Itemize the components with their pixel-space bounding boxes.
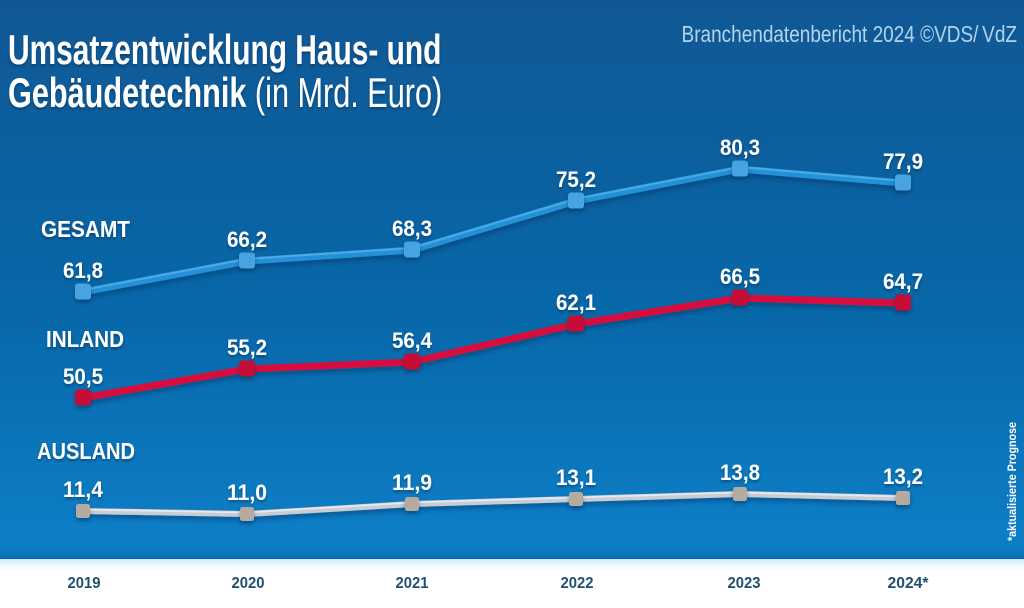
svg-text:11,4: 11,4 xyxy=(63,477,104,502)
svg-text:66,5: 66,5 xyxy=(720,264,760,289)
svg-text:68,3: 68,3 xyxy=(392,216,432,241)
svg-text:80,3: 80,3 xyxy=(720,135,760,160)
svg-text:61,8: 61,8 xyxy=(63,258,103,283)
svg-text:Branchendatenbericht 2024 ©VDS: Branchendatenbericht 2024 ©VDS/ VdZ xyxy=(682,22,1018,47)
svg-text:62,1: 62,1 xyxy=(556,290,596,315)
svg-text:50,5: 50,5 xyxy=(63,364,103,389)
svg-text:*aktualisierte Prognose: *aktualisierte Prognose xyxy=(1007,422,1019,541)
svg-text:13,2: 13,2 xyxy=(883,464,923,489)
svg-text:Gebäudetechnik (in Mrd. Euro): Gebäudetechnik (in Mrd. Euro) xyxy=(8,69,442,116)
svg-text:64,7: 64,7 xyxy=(883,269,923,294)
svg-text:2022: 2022 xyxy=(561,575,594,592)
svg-text:56,4: 56,4 xyxy=(392,328,433,353)
svg-text:2019: 2019 xyxy=(68,575,101,592)
svg-text:2020: 2020 xyxy=(232,575,265,592)
svg-text:AUSLAND: AUSLAND xyxy=(37,438,135,464)
svg-text:2021: 2021 xyxy=(396,575,429,592)
svg-text:11,0: 11,0 xyxy=(227,480,267,505)
svg-text:13,8: 13,8 xyxy=(720,460,760,485)
svg-text:GESAMT: GESAMT xyxy=(41,216,130,242)
svg-text:66,2: 66,2 xyxy=(227,227,267,252)
svg-text:75,2: 75,2 xyxy=(556,167,596,192)
svg-text:Umsatzentwicklung Haus- und: Umsatzentwicklung Haus- und xyxy=(8,26,441,73)
svg-text:55,2: 55,2 xyxy=(227,335,267,360)
svg-text:13,1: 13,1 xyxy=(556,465,596,490)
svg-text:2023: 2023 xyxy=(728,575,761,592)
svg-text:INLAND: INLAND xyxy=(46,326,124,352)
svg-text:2024*: 2024* xyxy=(888,575,930,592)
svg-text:77,9: 77,9 xyxy=(883,149,923,174)
svg-text:11,9: 11,9 xyxy=(392,470,432,495)
